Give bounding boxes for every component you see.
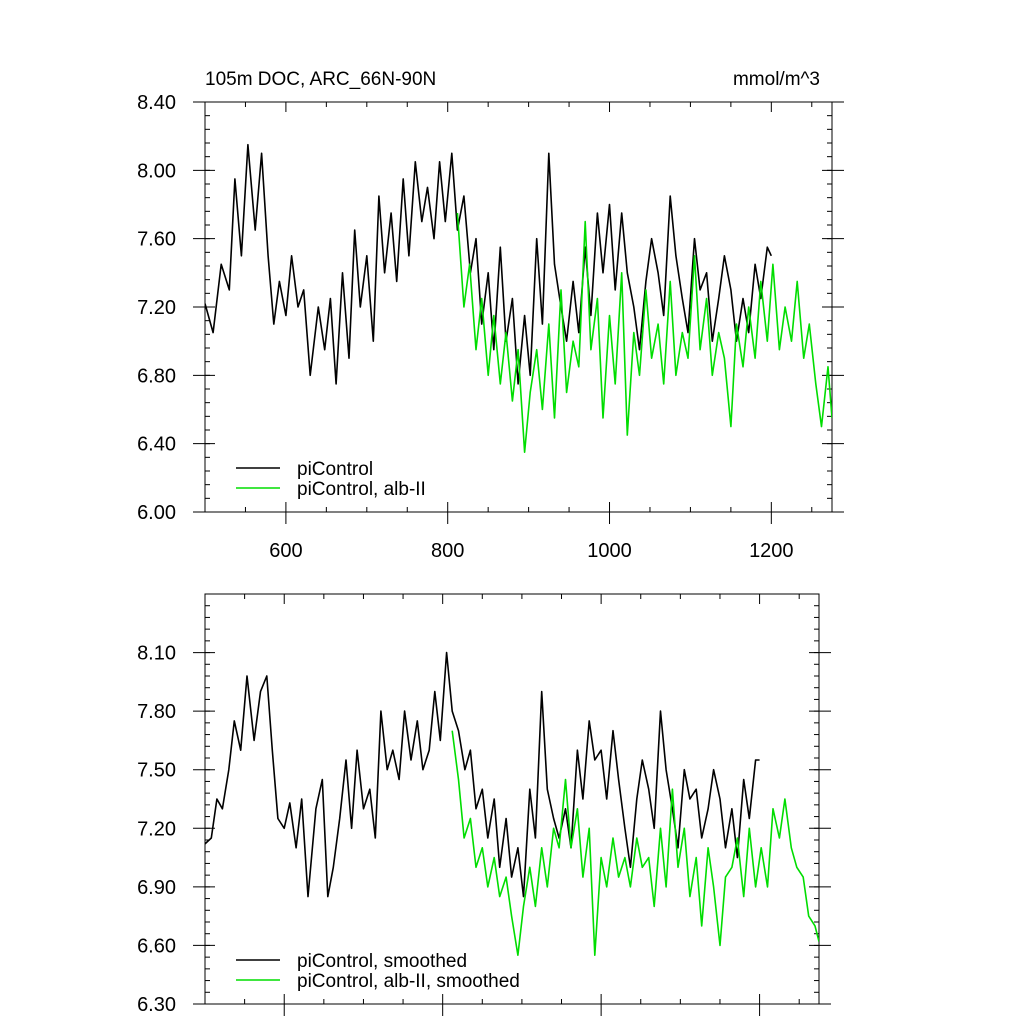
series-line-alb-ii (456, 212, 832, 453)
chart-panel-2: 6.30 6.60 6.90 7.20 7.50 7.80 8.10 piControl, s… (137, 593, 831, 1016)
series-line-picontrol (205, 143, 773, 385)
y-tick-label: 8.10 (137, 643, 176, 665)
y-tick-label: 6.40 (137, 434, 176, 456)
legend-label: piControl (297, 459, 373, 480)
chart-panel-1: 105m DOC, ARC_66N-90N mmol/m^3 600 800 1000 1… (137, 69, 844, 562)
y-tick-label: 8.40 (137, 92, 176, 114)
legend-label: piControl, alb-II, smoothed (297, 971, 520, 992)
chart-title: 105m DOC, ARC_66N-90N (205, 69, 436, 90)
y-tick-label: 8.00 (137, 160, 176, 182)
legend-label: piControl, alb-II (297, 479, 426, 500)
y-tick-label: 7.20 (137, 818, 176, 840)
y-tick-label: 6.00 (137, 502, 176, 524)
series-line-picontrol (205, 651, 760, 898)
x-tick-label: 1200 (749, 540, 794, 562)
x-tick-label: 1000 (587, 540, 632, 562)
y-tick-label: 7.60 (137, 229, 176, 251)
plot-frame (204, 101, 833, 513)
y-tick-label: 6.80 (137, 365, 176, 387)
y-tick-label: 7.50 (137, 760, 176, 782)
y-tick-label: 6.30 (137, 994, 176, 1016)
y-tick-label: 7.20 (137, 297, 176, 319)
series-line-alb-ii (451, 730, 819, 956)
plot-frame (204, 593, 820, 1005)
legend-label: piControl, smoothed (297, 951, 467, 972)
y-tick-label: 6.60 (137, 935, 176, 957)
y-tick-label: 6.90 (137, 877, 176, 899)
y-tick-label: 7.80 (137, 701, 176, 723)
x-tick-label: 600 (269, 540, 302, 562)
chart-units: mmol/m^3 (733, 69, 820, 90)
x-tick-label: 800 (431, 540, 464, 562)
